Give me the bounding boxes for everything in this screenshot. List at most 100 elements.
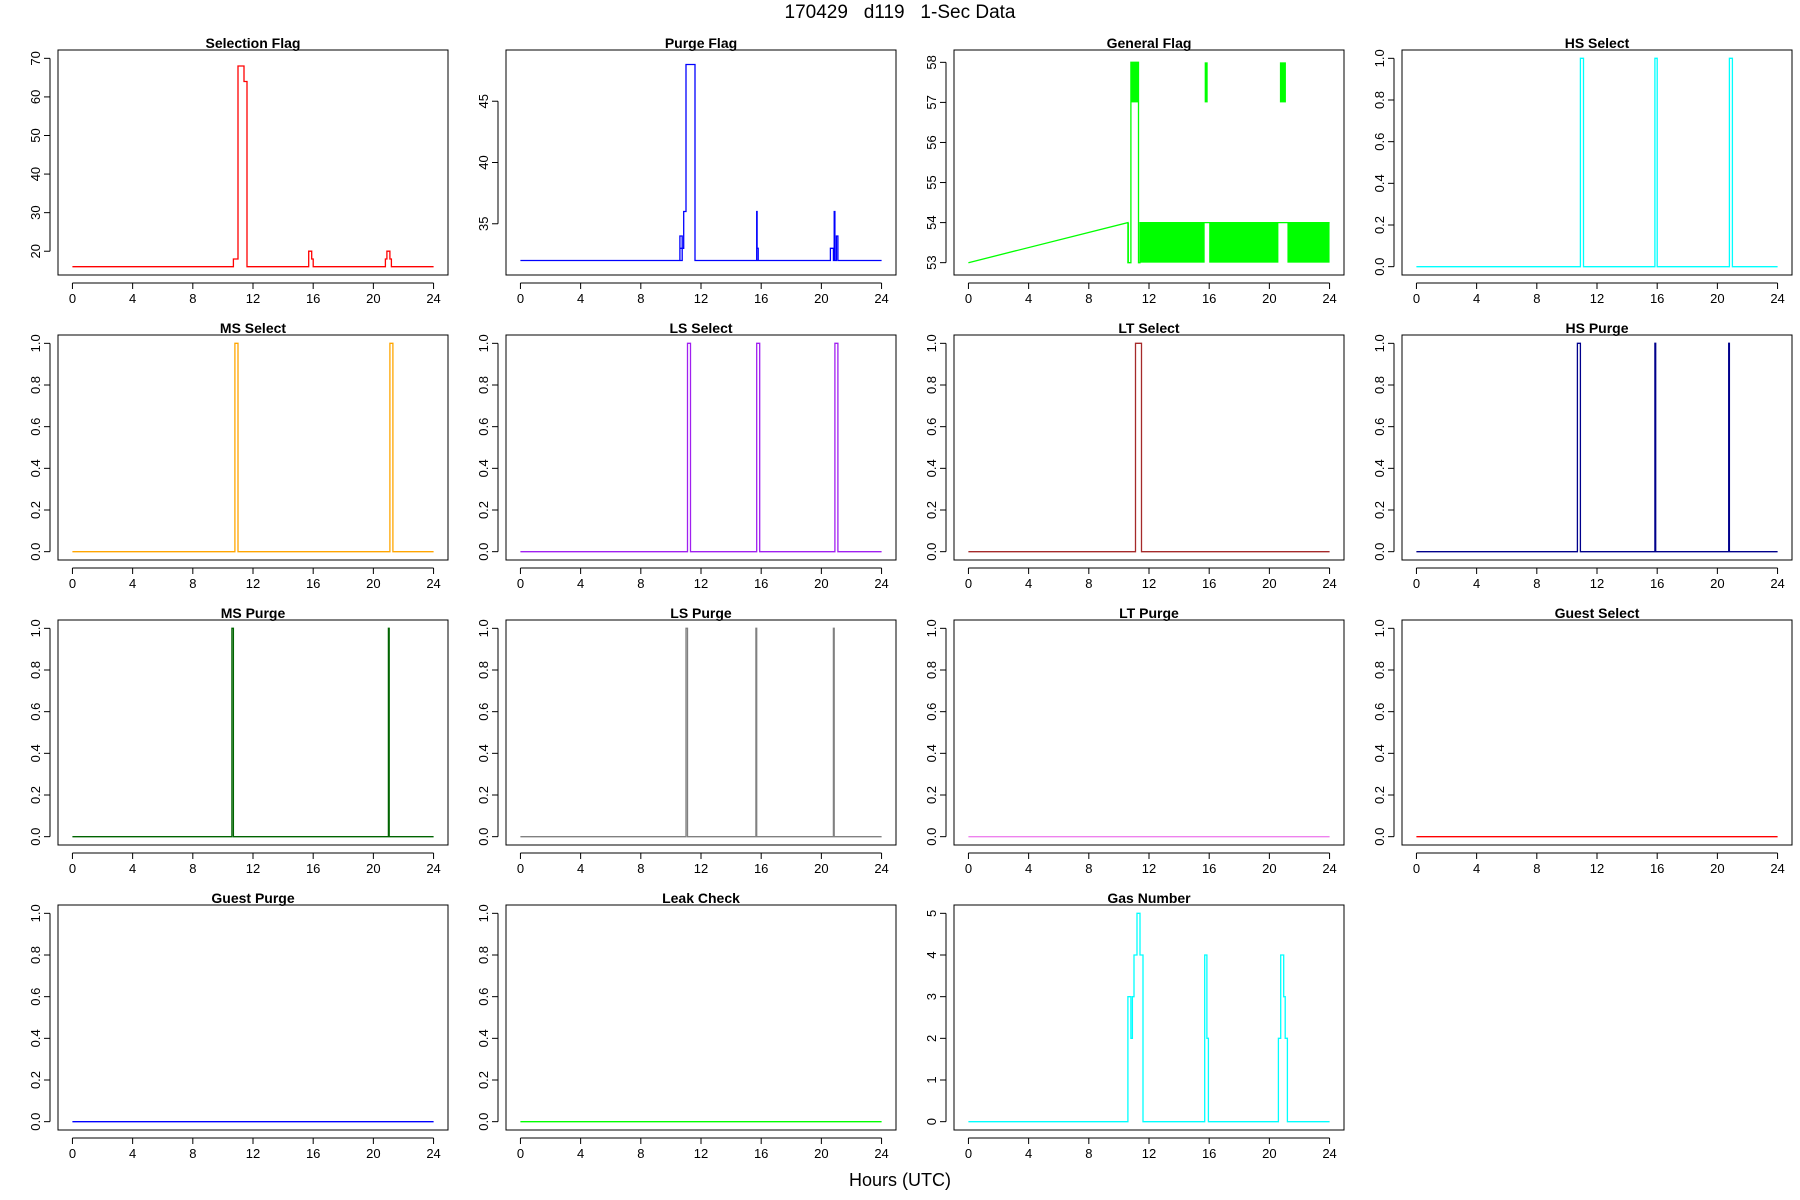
y-tick-label: 0.4 [924, 744, 939, 762]
series-line [520, 627, 882, 838]
y-tick-label: 1.0 [476, 904, 491, 922]
y-tick-label: 0.6 [1372, 418, 1387, 436]
y-tick-label: 0.8 [924, 661, 939, 679]
y-tick-label: 0.0 [28, 543, 43, 561]
x-tick-label: 0 [1413, 861, 1420, 876]
x-tick-label: 20 [1262, 861, 1276, 876]
panel-title: General Flag [1107, 35, 1192, 51]
x-tick-label: 0 [517, 291, 524, 306]
x-tick-label: 12 [246, 291, 260, 306]
y-tick-label: 1 [924, 1076, 939, 1083]
x-tick-label: 8 [637, 1146, 644, 1161]
x-tick-label: 0 [69, 576, 76, 591]
panel-ls-purge: LS Purge 0 4 8 12 16 20 24 0.0 0.2 0.4 0.6 0.8 1.0 [476, 605, 897, 876]
panel-lt-purge: LT Purge 0 4 8 12 16 20 24 0.0 0.2 0.4 0.6 0.8 1.0 [924, 605, 1345, 876]
x-tick-label: 20 [366, 291, 380, 306]
x-tick-label: 4 [1025, 291, 1032, 306]
y-tick-label: 0.4 [1372, 459, 1387, 477]
x-tick-label: 16 [1650, 861, 1664, 876]
y-tick-label: 0.2 [1372, 216, 1387, 234]
y-tick-label: 1.0 [28, 619, 43, 637]
x-tick-label: 20 [814, 576, 828, 591]
y-tick-label: 0.4 [1372, 744, 1387, 762]
x-tick-label: 4 [129, 1146, 136, 1161]
x-tick-label: 4 [1025, 576, 1032, 591]
x-tick-label: 24 [874, 861, 888, 876]
y-tick-label: 0.8 [28, 376, 43, 394]
y-tick-label: 54 [924, 215, 939, 229]
x-tick-label: 8 [637, 576, 644, 591]
x-tick-label: 4 [577, 291, 584, 306]
x-tick-label: 16 [306, 1146, 320, 1161]
plot-frame [953, 49, 1345, 276]
x-tick-label: 16 [754, 576, 768, 591]
y-tick-label: 0.2 [28, 1071, 43, 1089]
x-tick-label: 8 [189, 861, 196, 876]
x-tick-label: 12 [246, 1146, 260, 1161]
x-tick-label: 20 [1262, 576, 1276, 591]
x-tick-label: 24 [1322, 576, 1336, 591]
x-tick-label: 24 [1770, 291, 1784, 306]
x-tick-label: 16 [306, 576, 320, 591]
panel-title: LT Select [1118, 320, 1180, 336]
x-tick-label: 20 [814, 861, 828, 876]
x-tick-label: 8 [1533, 861, 1540, 876]
y-tick-label: 0.6 [1372, 133, 1387, 151]
y-tick-label: 53 [924, 255, 939, 269]
y-tick-label: 0.2 [1372, 501, 1387, 519]
y-tick-label: 0.4 [476, 459, 491, 477]
x-tick-label: 16 [1650, 291, 1664, 306]
y-tick-label: 0.0 [28, 828, 43, 846]
plot-frame [57, 49, 449, 276]
y-tick-label: 0.0 [476, 828, 491, 846]
y-tick-label: 0.0 [28, 1113, 43, 1131]
x-tick-label: 4 [577, 861, 584, 876]
x-tick-label: 16 [1202, 1146, 1216, 1161]
series-line [968, 912, 1330, 1123]
x-tick-label: 16 [754, 291, 768, 306]
x-tick-label: 20 [1262, 1146, 1276, 1161]
y-tick-label: 0.2 [1372, 786, 1387, 804]
panel-title: Selection Flag [206, 35, 301, 51]
x-tick-label: 24 [874, 576, 888, 591]
y-tick-label: 0 [924, 1118, 939, 1125]
plot-frame [505, 334, 897, 561]
plot-frame [1401, 49, 1793, 276]
x-tick-label: 8 [637, 291, 644, 306]
panel-title: HS Select [1565, 35, 1630, 51]
x-tick-label: 24 [426, 291, 440, 306]
y-tick-label: 0.0 [1372, 258, 1387, 276]
y-tick-label: 0.6 [28, 703, 43, 721]
y-tick-label: 1.0 [476, 619, 491, 637]
x-tick-label: 16 [754, 861, 768, 876]
panel-guest-purge: Guest Purge 0 4 8 12 16 20 24 0.0 0.2 0.4 0.6 0.8 1.0 [28, 890, 449, 1161]
y-tick-label: 0.6 [476, 418, 491, 436]
y-tick-label: 0.6 [924, 703, 939, 721]
y-tick-label: 50 [28, 128, 43, 142]
x-tick-label: 8 [1533, 291, 1540, 306]
series-line [968, 342, 1330, 553]
x-tick-label: 0 [1413, 576, 1420, 591]
y-tick-label: 0.2 [476, 786, 491, 804]
x-tick-label: 4 [577, 1146, 584, 1161]
x-tick-label: 4 [1025, 861, 1032, 876]
x-axis-label: Hours (UTC) [849, 1170, 951, 1190]
y-tick-label: 0.2 [924, 501, 939, 519]
panel-selection-flag: Selection Flag 0 4 8 12 16 20 24 20 30 40 50 60 70 [28, 35, 449, 306]
x-tick-label: 16 [754, 1146, 768, 1161]
x-tick-label: 20 [366, 861, 380, 876]
y-tick-label: 35 [476, 217, 491, 231]
y-tick-label: 5 [924, 910, 939, 917]
series-line [968, 61, 1330, 264]
x-tick-label: 12 [694, 1146, 708, 1161]
y-tick-label: 70 [28, 51, 43, 65]
y-tick-label: 4 [924, 951, 939, 958]
plot-frame [505, 904, 897, 1131]
x-tick-label: 20 [1710, 861, 1724, 876]
x-tick-label: 0 [69, 861, 76, 876]
panel-ms-select: MS Select 0 4 8 12 16 20 24 0.0 0.2 0.4 0.6 0.8 1.0 [28, 320, 449, 591]
y-tick-label: 20 [28, 244, 43, 258]
y-tick-label: 0.8 [28, 946, 43, 964]
x-tick-label: 16 [306, 861, 320, 876]
